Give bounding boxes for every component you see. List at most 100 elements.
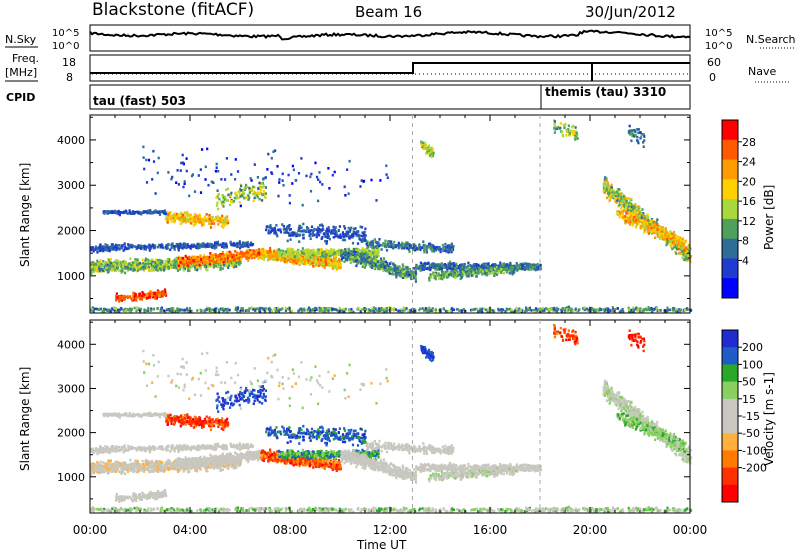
power-cell: [119, 211, 123, 214]
power-cell: [183, 267, 186, 271]
power-cell: [247, 249, 250, 252]
power-cell: [101, 265, 104, 268]
power-cell: [422, 240, 425, 243]
power-cell: [137, 269, 140, 272]
power-cell: [221, 259, 225, 263]
power-cell: [397, 244, 400, 248]
power-cell: [423, 266, 426, 270]
power-cell: [222, 255, 225, 259]
power-cell: [298, 240, 301, 243]
power-cell: [91, 268, 94, 271]
power-cell: [110, 269, 113, 273]
power-cell: [207, 258, 211, 261]
power-cell: [385, 269, 388, 272]
power-cell: [341, 238, 345, 242]
power-cell: [356, 262, 359, 265]
nave-label: Nave: [748, 65, 776, 78]
power-cell: [371, 262, 374, 265]
power-cell: [193, 263, 196, 266]
power-cell: [195, 265, 198, 269]
power-cell: [136, 246, 139, 249]
power-cell: [382, 260, 385, 263]
power-cell: [373, 238, 376, 241]
power-cell: [536, 263, 539, 266]
power-cell: [361, 258, 364, 262]
power-cell: [325, 229, 328, 233]
power-cell: [187, 245, 190, 248]
power-cell: [94, 248, 97, 251]
power-cell: [311, 231, 314, 235]
power-cell: [163, 268, 166, 272]
power-cell: [238, 262, 241, 265]
power-cell: [151, 211, 154, 215]
power-cell: [460, 276, 463, 279]
power-cell: [114, 263, 117, 267]
power-cell: [334, 259, 337, 263]
power-cell: [260, 249, 263, 253]
power-cell: [237, 254, 240, 257]
power-cell: [175, 257, 178, 260]
power-cell: [225, 244, 228, 247]
power-cell: [467, 261, 470, 265]
power-cell: [96, 250, 99, 254]
power-cell: [474, 273, 477, 277]
power-cell: [150, 269, 153, 272]
power-cell: [122, 210, 125, 214]
power-cell: [239, 242, 242, 246]
power-cell: [209, 259, 212, 262]
power-cell: [298, 233, 302, 237]
power-cell: [429, 247, 432, 250]
power-cell: [198, 263, 201, 267]
power-cell: [387, 245, 390, 248]
station-title: Blackstone (fitACF): [92, 0, 254, 20]
power-cell: [195, 259, 198, 262]
power-cell: [446, 266, 449, 269]
power-cell: [212, 266, 215, 269]
power-cell: [198, 219, 201, 222]
power-cell: [476, 264, 479, 267]
power-cell: [211, 220, 214, 223]
power-cell: [484, 265, 487, 269]
power-cell: [341, 231, 345, 234]
power-cell: [350, 226, 353, 230]
power-cell: [414, 274, 417, 278]
power-cell: [190, 222, 193, 225]
power-cell: [223, 259, 226, 263]
nsky-trace: [89, 29, 691, 41]
power-cell: [159, 262, 162, 266]
power-cell: [195, 246, 198, 250]
power-cell: [222, 245, 226, 249]
power-cell: [139, 263, 142, 266]
power-cell: [278, 229, 281, 232]
power-cell: [334, 251, 337, 255]
power-cell: [365, 242, 368, 246]
power-cell: [156, 268, 159, 272]
power-cell: [198, 216, 201, 219]
power-cell: [300, 257, 303, 261]
power-cell: [240, 254, 243, 258]
power-cell: [154, 262, 158, 266]
power-cell: [431, 249, 434, 253]
power-cell: [248, 249, 251, 253]
power-cell: [298, 224, 301, 228]
power-cell: [303, 262, 306, 266]
power-cell: [149, 263, 153, 266]
power-cell: [497, 266, 500, 269]
power-cell: [338, 225, 341, 228]
power-cell: [308, 261, 311, 265]
power-cell: [155, 265, 158, 268]
power-cell: [177, 260, 180, 263]
power-cell: [235, 261, 238, 265]
power-cell: [243, 244, 246, 248]
power-cell: [98, 269, 101, 272]
power-cell: [300, 226, 303, 230]
power-cell: [241, 251, 244, 255]
power-cell: [353, 250, 356, 254]
power-cell: [324, 239, 327, 243]
power-cell: [302, 233, 305, 237]
power-cell: [132, 262, 135, 266]
power-cell: [269, 230, 273, 234]
power-cell: [196, 219, 199, 222]
power-cell: [203, 265, 206, 268]
